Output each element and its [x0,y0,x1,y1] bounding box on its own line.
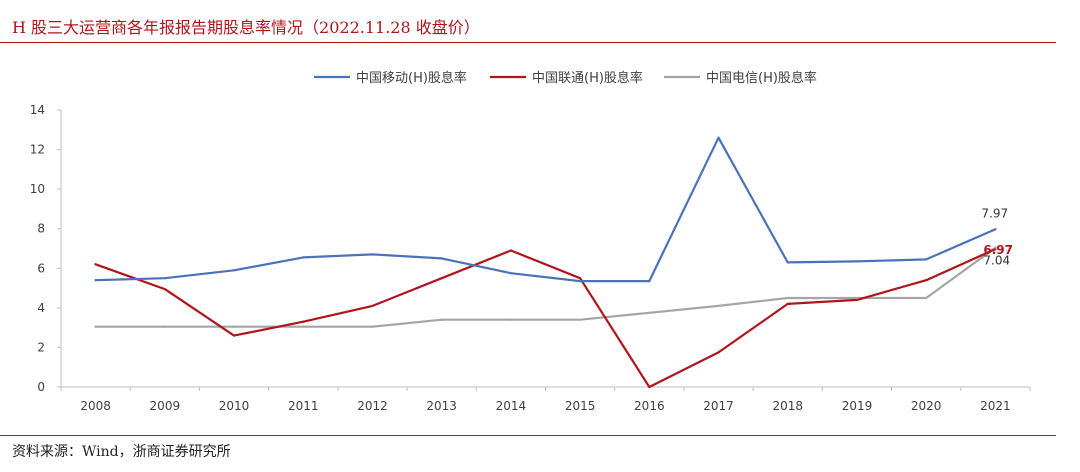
data-point [163,277,166,280]
data-point [302,256,305,259]
data-point [302,320,305,323]
x-tick-label: 2014 [496,399,527,413]
x-tick-label: 2010 [219,399,250,413]
chart-legend: 中国移动(H)股息率 中国联通(H)股息率 中国电信(H)股息率 [314,70,817,86]
chart-annotations: 7.97 7.046.97 [981,206,1013,267]
dividend-yield-line-chart: 0 2 4 6 8 10 12 14 2008 2009 2010 2011 2012 2013 2014 2… [30,70,1031,413]
data-point [440,257,443,260]
data-point [509,318,512,321]
data-point [440,277,443,280]
source-note: 资料来源：Wind，浙商证券研究所 [12,444,231,460]
x-tick-label: 2008 [80,399,111,413]
data-point [648,280,651,283]
data-point [925,258,928,261]
x-tick-label: 2017 [703,399,734,413]
data-point [855,260,859,263]
footer-divider [0,435,1056,436]
data-point [579,318,582,321]
data-point [163,325,166,328]
y-tick-label: 6 [37,261,45,275]
data-point [302,325,305,328]
y-tick-label: 4 [37,301,45,315]
data-point [855,296,859,300]
x-tick-label: 2018 [772,399,803,413]
data-point [994,246,997,249]
data-point [717,136,720,139]
data-point [509,272,512,275]
y-tick-label: 10 [30,182,45,196]
data-point [371,304,374,307]
data-point [855,298,859,302]
legend-label: 中国联通(H)股息率 [532,70,643,86]
x-tick-label: 2015 [565,399,596,413]
data-point [579,280,582,283]
data-point [717,351,720,354]
chart-title: H 股三大运营商各年报报告期股息率情况（2022.11.28 收盘价） [12,18,480,37]
x-tick-label: 2013 [426,399,457,413]
data-point [94,263,97,266]
data-point [232,325,236,328]
y-tick-label: 8 [37,222,45,236]
x-tick-label: 2011 [288,399,319,413]
title-divider [0,42,1056,43]
data-point [371,253,374,256]
data-point [925,279,928,282]
series-line [94,136,997,283]
x-tick-label: 2021 [980,399,1011,413]
legend-label: 中国移动(H)股息率 [356,70,467,86]
x-tick-label: 2012 [357,399,388,413]
data-point [371,325,374,328]
data-point [786,302,789,305]
data-point [440,318,443,321]
x-tick-label: 2020 [911,399,942,413]
y-tick-label: 14 [30,103,45,117]
series-line [94,246,997,328]
data-label: 7.04 [983,254,1010,268]
x-tick-label: 2016 [634,399,665,413]
y-tick-label: 2 [37,340,45,354]
data-point [579,277,582,280]
data-point [994,228,997,231]
data-point [94,279,97,282]
data-point [925,296,928,300]
data-point [717,304,720,307]
chart-series [94,136,997,389]
x-tick-label: 2019 [842,399,873,413]
chart-axes: 0 2 4 6 8 10 12 14 2008 2009 2010 2011 2012 2013 2014 2… [30,103,1031,413]
data-label: 7.97 [981,206,1008,220]
data-label: 6.97 [983,243,1013,257]
data-point [786,261,789,264]
data-point [232,334,236,337]
data-point [232,269,236,272]
y-tick-label: 12 [30,143,45,157]
y-tick-label: 0 [37,380,45,394]
series-line [94,248,997,389]
x-tick-label: 2009 [150,399,181,413]
data-point [94,325,97,328]
data-point [509,249,512,252]
data-point [648,311,651,314]
data-point [648,385,651,389]
data-point [786,296,789,300]
data-point [163,287,166,291]
legend-label: 中国电信(H)股息率 [706,70,817,86]
